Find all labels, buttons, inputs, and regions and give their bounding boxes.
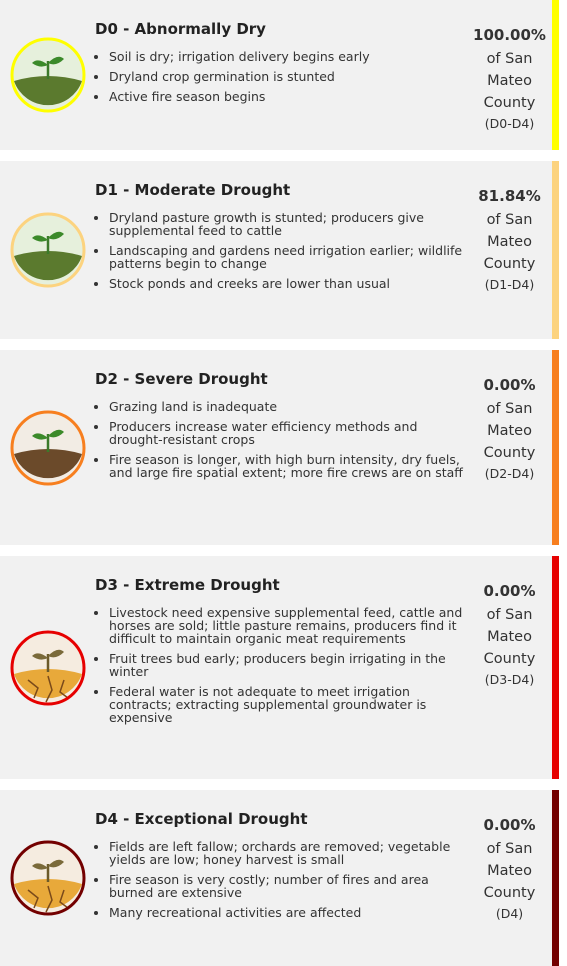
coverage-range: (D0-D4) (484, 116, 535, 131)
coverage-location: of San Mateo County (483, 841, 536, 901)
impact-item: Dryland crop germination is stunted (109, 70, 467, 83)
drought-card: D4 - Exceptional Drought Fields are left … (0, 790, 559, 966)
coverage-percent: 100.00% (473, 26, 546, 44)
coverage-percent: 0.00% (483, 376, 536, 394)
icon (0, 210, 95, 290)
coverage-location: of San Mateo County (483, 212, 536, 272)
icon-shape (27, 675, 68, 702)
drought-icon (10, 212, 85, 288)
icon-shape (27, 885, 68, 913)
card-title: D1 - Moderate Drought (95, 181, 291, 199)
impact-item: Fruit trees bud early; producers begin i… (109, 652, 467, 678)
drought-card: D0 - Abnormally Dry Soil is dry; irrigati… (0, 0, 559, 150)
coverage-range: (D3-D4) (484, 672, 535, 687)
coverage: 0.00% of San Mateo County (D3-D4) (467, 556, 552, 690)
coverage-percent: 0.00% (483, 816, 536, 834)
impact-item: Livestock need expensive supplemental fe… (109, 606, 467, 645)
drought-card: D1 - Moderate Drought Dryland pasture gro… (0, 161, 559, 339)
icon-shape (10, 37, 85, 113)
card-title: D3 - Extreme Drought (95, 576, 280, 594)
impact-item: Federal water is not adequate to meet ir… (109, 685, 467, 724)
coverage-location: of San Mateo County (483, 607, 536, 667)
drought-icon (10, 37, 85, 113)
icon-shape (31, 56, 64, 67)
coverage-percent: 0.00% (483, 582, 536, 600)
impact-list: Soil is dry; irrigation delivery begins … (95, 50, 467, 103)
coverage: 81.84% of San Mateo County (D1-D4) (467, 161, 552, 295)
impact-item: Soil is dry; irrigation delivery begins … (109, 50, 467, 63)
impact-item: Grazing land is inadequate (109, 400, 467, 413)
coverage: 0.00% of San Mateo County (D4) (467, 790, 552, 924)
card-title: D4 - Exceptional Drought (95, 810, 308, 828)
card-title: D0 - Abnormally Dry (95, 20, 266, 38)
coverage-range: (D4) (495, 906, 524, 921)
card-body: D3 - Extreme Drought Livestock need expen… (95, 556, 467, 731)
icon-shape (13, 251, 82, 281)
coverage-percent: 81.84% (478, 187, 541, 205)
card-body: D0 - Abnormally Dry Soil is dry; irrigati… (95, 0, 467, 110)
icon-shape (31, 649, 64, 660)
drought-icon (10, 410, 85, 485)
impact-item: Fire season is longer, with high burn in… (109, 453, 467, 479)
icon-shape (31, 429, 64, 440)
impact-list: Livestock need expensive supplemental fe… (95, 606, 467, 724)
impact-item: Fields are left fallow; orchards are rem… (109, 840, 467, 866)
impact-list: Dryland pasture growth is stunted; produ… (95, 211, 467, 290)
icon (0, 408, 95, 488)
coverage-range: (D1-D4) (484, 277, 535, 292)
coverage: 0.00% of San Mateo County (D2-D4) (467, 350, 552, 484)
icon-shape (31, 859, 64, 870)
card-body: D1 - Moderate Drought Dryland pasture gro… (95, 161, 467, 297)
icon-shape (31, 231, 64, 242)
icon (0, 35, 95, 115)
impact-item: Many recreational activities are affecte… (109, 906, 467, 919)
impact-item: Dryland pasture growth is stunted; produ… (109, 211, 467, 237)
drought-card: D3 - Extreme Drought Livestock need expen… (0, 556, 559, 779)
card-body: D2 - Severe Drought Grazing land is inade… (95, 350, 467, 486)
impact-item: Stock ponds and creeks are lower than us… (109, 277, 467, 290)
drought-card: D2 - Severe Drought Grazing land is inade… (0, 350, 559, 545)
coverage-location: of San Mateo County (483, 51, 536, 111)
drought-icon (10, 840, 85, 916)
icon-shape (13, 448, 82, 478)
impact-item: Landscaping and gardens need irrigation … (109, 244, 467, 270)
impact-item: Active fire season begins (109, 90, 467, 103)
coverage: 100.00% of San Mateo County (D0-D4) (467, 0, 552, 134)
impact-item: Producers increase water efficiency meth… (109, 420, 467, 446)
icon (0, 628, 95, 708)
card-body: D4 - Exceptional Drought Fields are left … (95, 790, 467, 926)
card-title: D2 - Severe Drought (95, 370, 268, 388)
icon-shape (13, 668, 82, 698)
impact-list: Fields are left fallow; orchards are rem… (95, 840, 467, 919)
icon-shape (13, 879, 82, 909)
impact-item: Fire season is very costly; number of fi… (109, 873, 467, 899)
icon-shape (10, 840, 85, 916)
icon-shape (10, 630, 85, 705)
drought-icon (10, 630, 85, 705)
icon-shape (13, 76, 82, 106)
impact-list: Grazing land is inadequate Producers incr… (95, 400, 467, 479)
coverage-location: of San Mateo County (483, 401, 536, 461)
coverage-range: (D2-D4) (484, 466, 535, 481)
icon (0, 838, 95, 918)
icon-shape (10, 410, 85, 485)
icon-shape (10, 212, 85, 288)
